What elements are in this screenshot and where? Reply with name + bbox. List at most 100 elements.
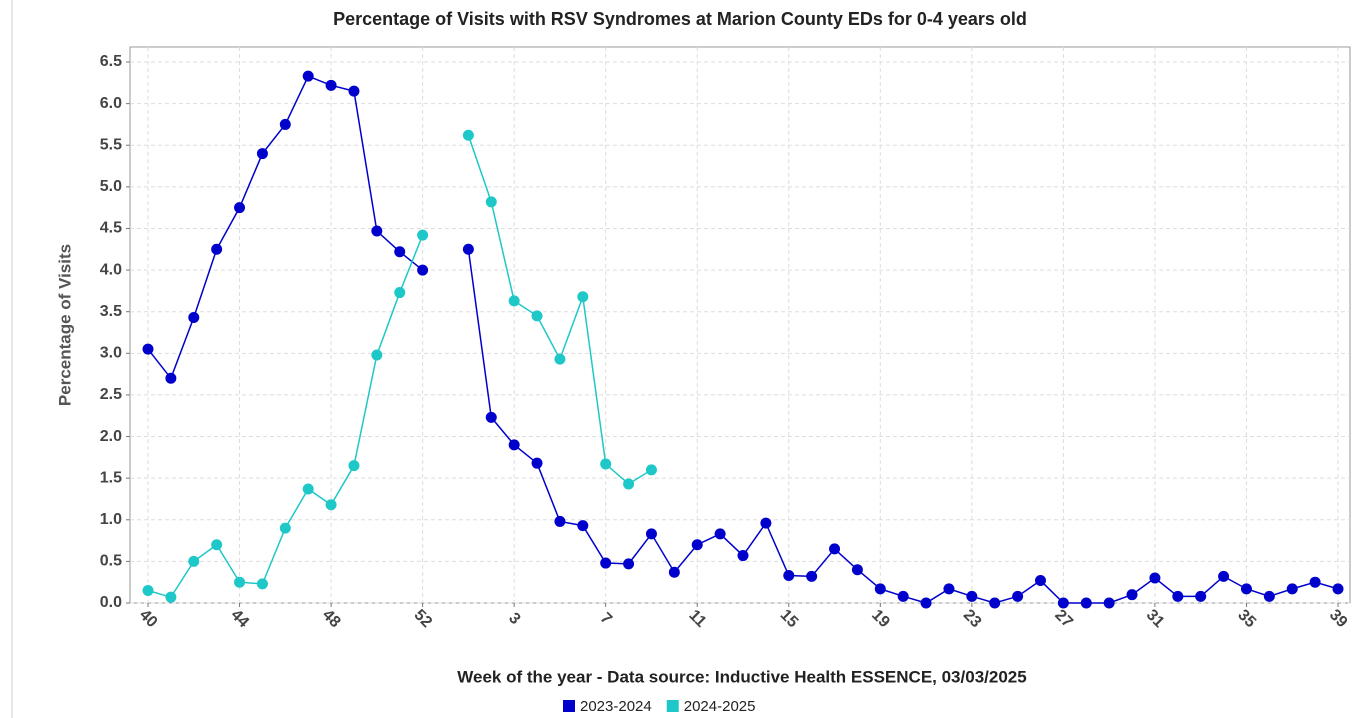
data-point	[531, 310, 543, 322]
data-point	[897, 590, 909, 602]
data-point	[554, 353, 566, 365]
y-tick-label: 4.0	[100, 261, 122, 278]
data-point	[1172, 590, 1184, 602]
data-point	[302, 70, 314, 82]
data-point	[211, 539, 223, 551]
data-point	[417, 229, 429, 241]
y-tick-label: 4.5	[100, 220, 122, 237]
data-point	[211, 243, 223, 255]
data-point	[348, 85, 360, 97]
data-point	[577, 291, 589, 303]
series-line	[147, 75, 1339, 604]
data-point	[920, 597, 932, 609]
data-point	[1012, 590, 1024, 602]
data-point	[165, 372, 177, 384]
y-tick-label: 3.0	[100, 345, 122, 362]
data-point	[1332, 583, 1344, 595]
data-point	[188, 555, 200, 567]
data-point	[234, 576, 246, 588]
x-tick-label: 52	[411, 606, 436, 631]
data-point	[325, 499, 337, 511]
data-point	[1103, 597, 1115, 609]
y-tick-label: 5.5	[100, 136, 122, 153]
data-point	[1309, 576, 1321, 588]
x-tick-label: 11	[685, 607, 709, 631]
data-point	[874, 583, 886, 595]
data-point	[371, 225, 383, 237]
y-tick-label: 2.0	[100, 428, 122, 445]
data-point	[1057, 597, 1069, 609]
data-point	[783, 570, 795, 582]
data-point	[623, 478, 635, 490]
data-point	[943, 583, 955, 595]
y-tick-label: 1.5	[100, 469, 122, 486]
data-point	[1035, 575, 1046, 587]
data-point	[1218, 570, 1230, 582]
data-point	[760, 517, 772, 529]
y-axis-label: Percentage of Visits	[55, 244, 74, 406]
data-point	[256, 148, 268, 160]
data-point	[302, 483, 314, 495]
x-tick-label: 23	[960, 606, 985, 631]
legend-swatch	[666, 700, 679, 712]
data-point	[1080, 597, 1092, 609]
x-tick-label: 19	[868, 606, 893, 631]
series-line	[147, 135, 652, 599]
data-point	[645, 528, 657, 540]
data-point	[142, 343, 154, 355]
data-point	[279, 118, 291, 130]
data-point	[508, 439, 520, 451]
data-point	[462, 129, 474, 141]
data-point	[1286, 583, 1298, 595]
data-point	[851, 564, 863, 576]
data-point	[600, 557, 612, 569]
data-point	[737, 550, 749, 562]
data-point	[829, 543, 841, 555]
data-point	[371, 349, 383, 361]
data-point	[966, 590, 978, 602]
y-tick-label: 2.5	[100, 386, 122, 403]
data-point	[485, 196, 497, 208]
x-tick-label: 7	[597, 610, 615, 628]
x-tick-label: 27	[1051, 606, 1076, 631]
x-tick-label: 3	[505, 610, 523, 628]
y-tick-label: 0.0	[100, 594, 122, 611]
data-point	[645, 464, 657, 476]
data-point	[989, 597, 1001, 609]
data-point	[1126, 589, 1138, 601]
legend-label: 2024-2025	[684, 698, 756, 715]
y-tick-label: 3.5	[100, 303, 122, 320]
data-point	[279, 522, 291, 534]
x-tick-label: 40	[136, 606, 161, 631]
data-point	[394, 287, 406, 299]
y-tick-label: 6.5	[100, 53, 122, 70]
data-point	[1240, 583, 1252, 595]
y-tick-label: 5.0	[100, 178, 122, 195]
data-point	[714, 528, 726, 540]
data-point	[325, 79, 337, 91]
x-tick-label: 48	[319, 606, 344, 631]
x-tick-label: 31	[1143, 606, 1168, 631]
data-point	[1263, 590, 1275, 602]
data-point	[234, 202, 246, 214]
y-tick-label: 1.0	[100, 511, 122, 528]
data-point	[142, 585, 154, 597]
x-tick-label: 15	[777, 606, 802, 631]
y-tick-label: 0.5	[100, 553, 122, 570]
data-point	[668, 566, 680, 578]
data-point	[485, 411, 497, 423]
data-point	[554, 515, 566, 527]
data-point	[256, 578, 268, 590]
data-point	[531, 457, 543, 469]
legend-swatch	[563, 700, 575, 712]
legend-label: 2023-2024	[580, 698, 652, 715]
data-point	[1195, 590, 1207, 602]
data-point	[1149, 572, 1161, 584]
chart-title: Percentage of Visits with RSV Syndromes …	[333, 9, 1027, 29]
data-point	[348, 460, 360, 472]
data-point	[165, 591, 177, 603]
data-point	[623, 558, 635, 570]
data-point	[600, 458, 612, 470]
data-point	[462, 243, 474, 255]
